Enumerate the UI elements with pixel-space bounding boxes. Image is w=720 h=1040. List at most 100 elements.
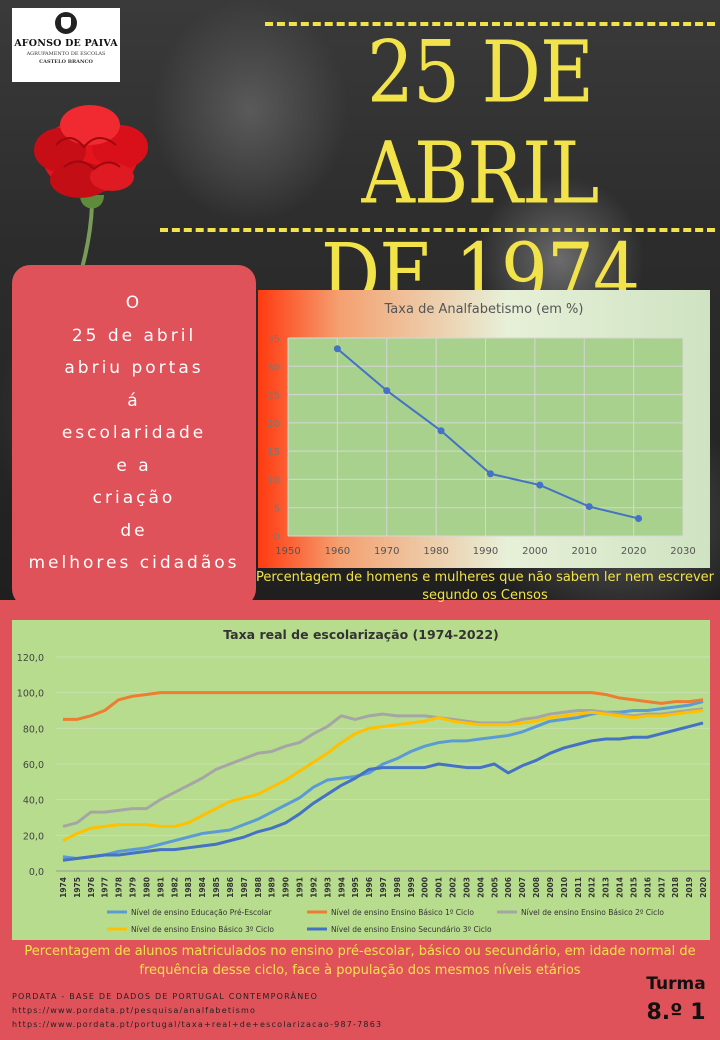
x-tick-label: 2016: [643, 877, 652, 898]
x-tick-label: 1990: [282, 877, 291, 898]
page-title: 25 DE ABRIL DE 1974: [240, 22, 720, 326]
x-tick-label: 2015: [629, 877, 638, 898]
schooling-caption: Percentagem de alunos matriculados no en…: [24, 944, 696, 978]
data-point: [437, 427, 445, 435]
x-tick-label: 2018: [671, 877, 680, 898]
y-tick-label: 0,0: [29, 867, 44, 878]
message-panel: O 25 de abril abriu portas á escolaridad…: [12, 265, 256, 607]
data-point: [333, 345, 341, 353]
schooling-chart: Taxa real de escolarização (1974-2022) 0…: [12, 620, 710, 940]
y-tick-label: 35: [267, 334, 280, 345]
x-tick-label: 2006: [504, 877, 513, 898]
message-line: abriu portas: [64, 358, 204, 378]
message-line: 25 de abril: [71, 325, 197, 346]
x-tick-label: 1978: [115, 877, 124, 898]
data-point: [585, 503, 593, 511]
y-tick-label: 20,0: [23, 831, 44, 842]
schooling-chart-plot: 0,0 20,0 40,0 60,0 80,0 100,0 120,0 1974 1975 197…: [17, 653, 710, 934]
y-tick-label: 120,0: [17, 653, 44, 664]
x-tick-label: 2005: [490, 877, 499, 898]
x-tick-label: 2001: [435, 877, 444, 898]
x-tick-label: 2030: [670, 546, 695, 557]
x-tick-label: 1979: [129, 877, 138, 898]
y-tick-label: 15: [267, 447, 280, 458]
x-tick-label: 2000: [421, 877, 430, 898]
x-tick-label: 1988: [254, 877, 263, 898]
title-dash-top: [265, 22, 715, 26]
source-link[interactable]: https://www.pordata.pt/portugal/taxa+rea…: [12, 1020, 383, 1029]
title-dash-bottom: [160, 228, 715, 232]
chart-title: Taxa real de escolarização (1974-2022): [223, 627, 499, 642]
x-tick-label: 1980: [142, 877, 151, 898]
x-tick-label: 1986: [226, 877, 235, 898]
chart-title: Taxa de Analfabetismo (em %): [384, 302, 584, 317]
legend-label: Nível de ensino Educação Pré-Escolar: [131, 908, 272, 917]
x-tick-label: 2003: [462, 877, 471, 898]
x-tick-label: 2004: [476, 877, 485, 898]
x-tick-label: 2008: [532, 877, 541, 898]
x-tick-label: 1981: [156, 877, 165, 898]
series-line: [62, 691, 704, 721]
illiteracy-chart-plot: 0 5 10 15 20 25 30 35 1950 1960 1970 1980 1990 2000 20…: [267, 334, 695, 557]
x-tick-label: 1994: [337, 877, 346, 898]
data-point: [536, 481, 544, 489]
message-line: e a: [116, 455, 152, 476]
x-tick-label: 1982: [170, 877, 179, 898]
logo-city: CASTELO BRANCO: [39, 59, 93, 65]
y-tick-label: 5: [274, 504, 280, 515]
x-tick-label: 1991: [296, 877, 305, 898]
x-tick-label: 1997: [379, 877, 388, 898]
x-tick-label: 2020: [621, 546, 646, 557]
y-tick-label: 100,0: [17, 689, 44, 700]
x-tick-label: 1974: [59, 877, 68, 898]
series-line: [62, 707, 704, 828]
logo-name: AFONSO DE PAIVA: [14, 38, 118, 49]
illiteracy-caption: Percentagem de homens e mulheres que não…: [256, 570, 714, 603]
data-point: [635, 514, 643, 522]
x-tick-label: 2019: [685, 877, 694, 898]
x-tick-label: 2010: [572, 546, 597, 557]
source-link[interactable]: https://www.pordata.pt/pesquisa/analfabe…: [12, 1006, 257, 1015]
x-tick-label: 1983: [184, 877, 193, 898]
x-tick-label: 1977: [101, 877, 110, 898]
x-tick-label: 2011: [574, 877, 583, 898]
x-tick-label: 1989: [268, 877, 277, 898]
x-tick-label: 2000: [522, 546, 547, 557]
x-tick-label: 1987: [240, 877, 249, 898]
x-tick-label: 1984: [198, 877, 207, 898]
message-line: O: [125, 293, 143, 313]
illiteracy-chart: Taxa de Analfabetismo (em %) 0 5 10 15 20 25 3…: [258, 290, 710, 568]
legend-label: Nível de ensino Ensino Básico 3º Ciclo: [131, 925, 274, 934]
message-line: melhores cidadãos: [28, 553, 240, 573]
y-tick-label: 30: [267, 362, 280, 373]
x-tick-label: 1999: [407, 877, 416, 898]
legend-label: Nível de ensino Ensino Básico 2º Ciclo: [521, 908, 664, 917]
y-tick-label: 20: [267, 419, 280, 430]
sources: PORDATA - BASE DE DADOS DE PORTUGAL CONT…: [12, 990, 382, 1032]
x-tick-label: 1980: [423, 546, 448, 557]
x-tick-label: 1975: [73, 877, 82, 898]
class-label: Turma 8.º 1: [640, 974, 712, 1025]
legend-label: Nível de ensino Ensino Básico 1º Ciclo: [331, 908, 474, 917]
y-tick-label: 80,0: [23, 724, 44, 735]
y-tick-label: 25: [267, 391, 280, 402]
crest-icon: [55, 12, 77, 34]
logo-subtitle: AGRUPAMENTO DE ESCOLAS: [26, 51, 106, 57]
x-tick-label: 1970: [374, 546, 399, 557]
source-line: PORDATA - BASE DE DADOS DE PORTUGAL CONT…: [12, 992, 319, 1001]
x-tick-label: 1960: [325, 546, 350, 557]
y-tick-label: 40,0: [23, 796, 44, 807]
x-tick-label: 1985: [212, 877, 221, 898]
turma-value: 8.º 1: [646, 1000, 706, 1025]
school-logo: AFONSO DE PAIVA AGRUPAMENTO DE ESCOLAS C…: [12, 8, 120, 82]
x-tick-label: 1993: [323, 877, 332, 898]
series-line: [62, 709, 704, 843]
y-tick-label: 60,0: [23, 760, 44, 771]
message-line: á: [127, 390, 141, 411]
x-tick-label: 2014: [616, 877, 625, 898]
title-line-1: 25 DE ABRIL: [361, 23, 600, 224]
data-point: [383, 387, 391, 395]
x-tick-label: 2010: [560, 877, 569, 898]
x-tick-label: 2002: [449, 877, 458, 898]
x-tick-label: 1995: [351, 877, 360, 898]
